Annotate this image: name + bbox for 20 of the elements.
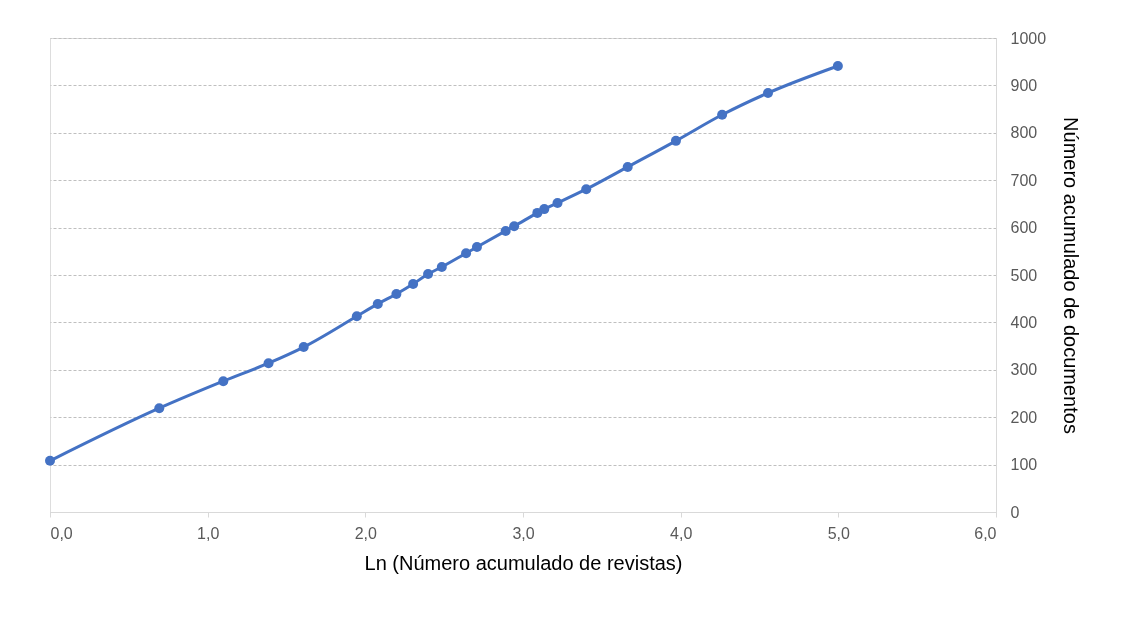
x-tick-label: 4,0 [670, 524, 693, 542]
y-tick-label: 300 [1010, 361, 1038, 379]
x-tick-label: 6,0 [974, 524, 997, 542]
y-tick-label: 200 [1010, 408, 1038, 426]
y-tick-label: 100 [1010, 456, 1038, 474]
y-tick-label: 1000 [1010, 29, 1047, 47]
y-axis-title: Número acumulado de documentos [1060, 117, 1083, 434]
y-tick-label: 900 [1010, 76, 1038, 94]
x-tick-label: 0,0 [50, 524, 73, 542]
y-tick-label: 600 [1010, 219, 1038, 237]
x-tick-label: 5,0 [827, 524, 851, 542]
y-tick-label: 400 [1010, 313, 1038, 331]
y-tick-label: 800 [1010, 124, 1038, 142]
y-tick-label: 500 [1010, 266, 1038, 284]
x-axis-title: Ln (Número acumulado de revistas) [364, 551, 683, 574]
x-tick-label: 1,0 [197, 524, 220, 542]
y-tick-label: 700 [1010, 171, 1038, 189]
x-tick-label: 2,0 [354, 524, 378, 542]
y-tick-label: 0 [1010, 503, 1020, 521]
x-tick-label: 3,0 [512, 524, 535, 542]
